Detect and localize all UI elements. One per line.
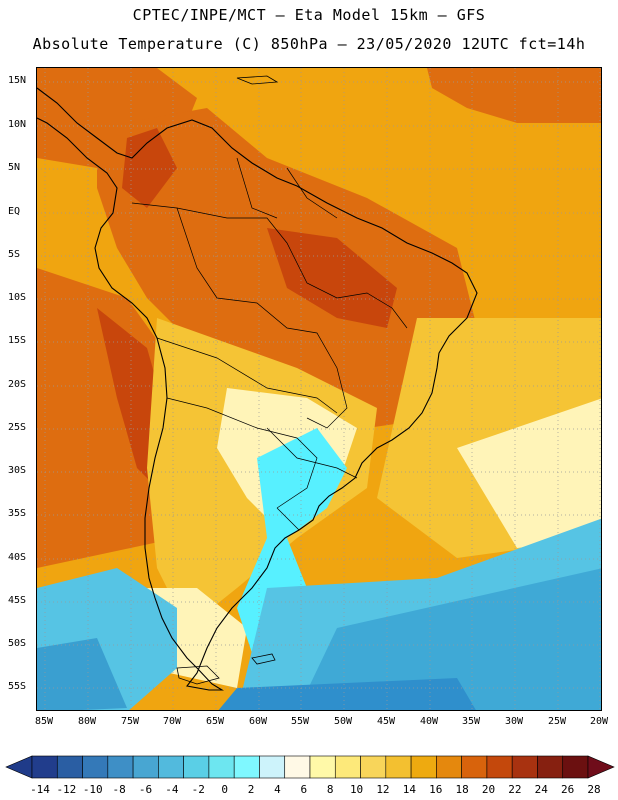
colorbar-tick-label: -4 [165, 783, 179, 796]
field-cold-south-atlantic [297, 568, 601, 710]
chart-subtitle: Absolute Temperature (C) 850hPa – 23/05/… [32, 35, 586, 53]
colorbar-swatch [183, 755, 210, 779]
colorbar-swatch [461, 755, 488, 779]
lon-tick-label: 20W [589, 716, 609, 727]
lon-tick-label: 60W [248, 716, 268, 727]
colorbar-swatch [562, 755, 589, 779]
colorbar-swatch [31, 755, 58, 779]
lat-tick-label: 15S [8, 335, 27, 346]
colorbar-tick-label: 18 [455, 783, 469, 796]
colorbar-tick-label: 12 [376, 783, 390, 796]
colorbar-swatch [233, 755, 260, 779]
colorbar-swatch [537, 755, 564, 779]
field-cold-south-atlantic [218, 678, 476, 710]
lon-tick-label: 45W [376, 716, 396, 727]
lat-tick-label: 10S [8, 292, 27, 303]
colorbar-tick-label: -12 [56, 783, 77, 796]
colorbar-tick-label: 28 [587, 783, 601, 796]
lat-tick-label: 10N [8, 119, 27, 130]
colorbar-swatch [309, 755, 336, 779]
island-caribbean [236, 75, 279, 85]
colorbar-swatch [410, 755, 437, 779]
field-cold-south-pacific [37, 638, 127, 710]
colorbar-swatch [486, 755, 513, 779]
lat-tick-label: 35S [8, 508, 27, 519]
temperature-map [37, 68, 601, 710]
colorbar-swatch [56, 755, 83, 779]
island-tierra-del-fuego [176, 665, 220, 685]
chart-title: CPTEC/INPE/MCT – Eta Model 15km – GFS [132, 6, 486, 24]
colorbar-swatch [385, 755, 412, 779]
country-borders [131, 157, 408, 531]
lat-tick-label: 55S [8, 681, 27, 692]
colorbar-tick-label: 4 [274, 783, 281, 796]
colorbar-tick-label: 0 [221, 783, 228, 796]
colorbar-swatch [334, 755, 361, 779]
colorbar-tick-label: 6 [300, 783, 308, 796]
lon-tick-label: 85W [34, 716, 54, 727]
colorbar-tick-label: -2 [191, 783, 205, 796]
lat-tick-label: 45S [8, 595, 27, 606]
graticule [37, 68, 601, 710]
colorbar-tick-label: 20 [481, 783, 496, 796]
colorbar-swatch [82, 755, 109, 779]
lat-tick-label: 5S [8, 249, 21, 260]
colorbar-swatch [436, 755, 462, 779]
lon-tick-label: 25W [547, 716, 567, 727]
lon-tick-label: 75W [120, 716, 140, 727]
colorbar-swatch [208, 755, 235, 779]
lat-tick-label: 30S [8, 465, 27, 476]
lon-tick-label: 80W [77, 716, 97, 727]
colorbar-swatch [511, 755, 538, 779]
lat-tick-label: 20S [8, 379, 27, 390]
field-hottest [122, 128, 177, 208]
colorbar-tick-label: -6 [138, 783, 153, 796]
field-mild [457, 398, 601, 548]
colorbar-swatch [284, 755, 311, 779]
colorbar-under-triangle [5, 755, 33, 779]
colorbar-tick-label: -10 [82, 783, 103, 796]
colorbar-swatch [158, 755, 184, 779]
lon-tick-label: 55W [290, 716, 310, 727]
colorbar-tick-label: 22 [508, 783, 522, 796]
lat-tick-label: EQ [8, 206, 21, 217]
lat-tick-label: 40S [8, 552, 27, 563]
continent-coastline [37, 87, 478, 691]
lat-tick-label: 15N [8, 75, 27, 86]
lat-tick-label: 25S [8, 422, 27, 433]
island-falklands [251, 653, 276, 665]
temperature-colorbar [5, 755, 615, 779]
colorbar-swatch [259, 755, 286, 779]
colorbar-tick-label: -14 [30, 783, 50, 796]
colorbar-tick-label: 24 [534, 783, 548, 796]
lon-tick-label: 35W [461, 716, 481, 727]
lon-tick-label: 65W [205, 716, 225, 727]
lon-tick-label: 30W [504, 716, 524, 727]
field-hottest [267, 228, 397, 328]
colorbar-tick-label: 26 [560, 783, 575, 796]
lat-tick-label: 5N [8, 162, 21, 173]
colorbar-over-triangle [587, 755, 615, 779]
colorbar-swatch [107, 755, 134, 779]
colorbar-tick-label: 14 [402, 783, 416, 796]
lon-tick-label: 50W [333, 716, 353, 727]
colorbar-swatch [360, 755, 387, 779]
colorbar-tick-label: 8 [326, 783, 334, 796]
colorbar-tick-label: 16 [429, 783, 443, 796]
lon-tick-label: 70W [162, 716, 182, 727]
lon-tick-label: 40W [419, 716, 439, 727]
colorbar-tick-label: 10 [349, 783, 364, 796]
map-panel [36, 67, 602, 711]
colorbar-swatch [132, 755, 159, 779]
colorbar-tick-label: 2 [247, 783, 255, 796]
colorbar-tick-label: -8 [112, 783, 126, 796]
lat-tick-label: 50S [8, 638, 27, 649]
